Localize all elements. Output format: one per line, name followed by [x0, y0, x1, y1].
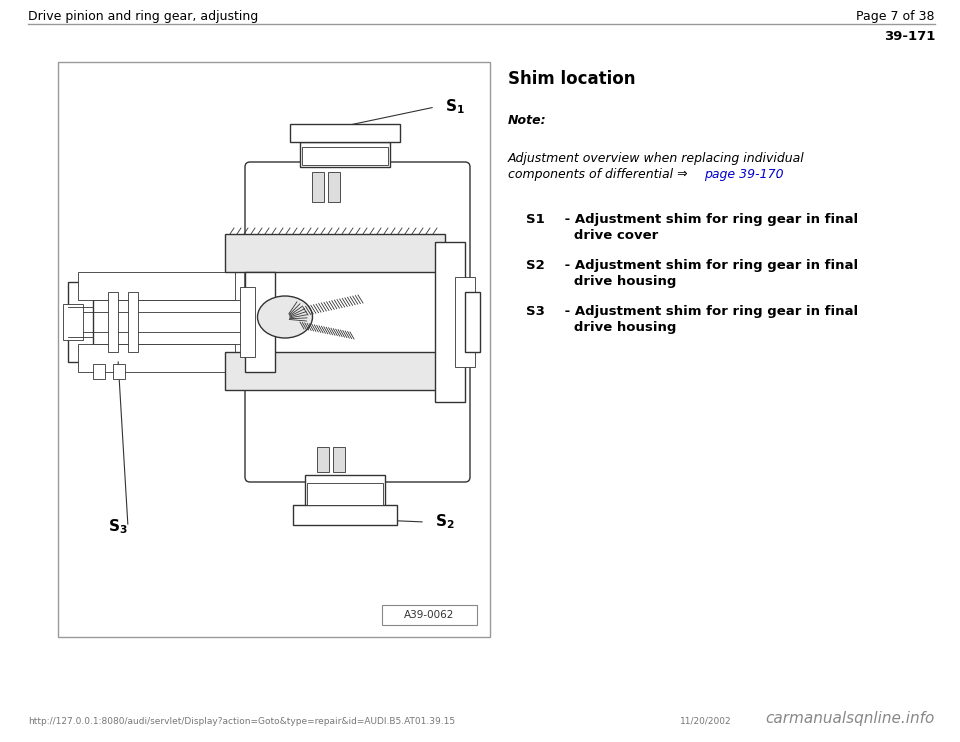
Text: http://127.0.0.1:8080/audi/servlet/Display?action=Goto&type=repair&id=AUDI.B5.AT: http://127.0.0.1:8080/audi/servlet/Displ… — [28, 717, 455, 726]
Text: drive cover: drive cover — [560, 229, 659, 242]
Bar — [465, 292, 480, 352]
Text: components of differential ⇒: components of differential ⇒ — [508, 168, 691, 181]
Bar — [78, 344, 235, 372]
Bar — [245, 272, 275, 372]
Bar — [328, 172, 340, 202]
Text: drive housing: drive housing — [560, 321, 677, 334]
Text: page 39-170: page 39-170 — [704, 168, 783, 181]
Bar — [382, 605, 477, 625]
Bar — [68, 282, 93, 362]
Text: $\mathbf{S_3}$: $\mathbf{S_3}$ — [108, 518, 128, 536]
Text: Shim location: Shim location — [508, 70, 636, 88]
Text: S1: S1 — [526, 213, 544, 226]
Text: 39-171: 39-171 — [883, 30, 935, 43]
Text: Note:: Note: — [508, 114, 546, 127]
Ellipse shape — [257, 296, 313, 338]
Text: 11/20/2002: 11/20/2002 — [680, 717, 732, 726]
Bar — [225, 352, 445, 390]
Bar — [113, 364, 125, 379]
Bar — [300, 142, 390, 167]
Text: carmanualsqnline.info: carmanualsqnline.info — [766, 711, 935, 726]
Bar — [128, 292, 138, 352]
Text: - Adjustment shim for ring gear in final: - Adjustment shim for ring gear in final — [560, 213, 858, 226]
Text: S3: S3 — [526, 305, 545, 318]
Bar — [293, 505, 397, 525]
Bar — [312, 172, 324, 202]
Text: Page 7 of 38: Page 7 of 38 — [856, 10, 935, 23]
Bar — [302, 147, 388, 165]
Bar — [455, 277, 475, 367]
Text: Drive pinion and ring gear, adjusting: Drive pinion and ring gear, adjusting — [28, 10, 258, 23]
Bar — [58, 62, 490, 637]
Bar — [305, 475, 385, 507]
Bar — [307, 483, 383, 505]
Bar — [317, 447, 329, 472]
Text: - Adjustment shim for ring gear in final: - Adjustment shim for ring gear in final — [560, 305, 858, 318]
Text: $\mathbf{S_2}$: $\mathbf{S_2}$ — [435, 513, 455, 531]
Bar — [240, 287, 255, 357]
Bar — [78, 272, 235, 300]
Text: drive housing: drive housing — [560, 275, 677, 288]
Text: A39-0062: A39-0062 — [404, 610, 454, 620]
Bar — [73, 300, 260, 344]
Bar — [225, 234, 445, 272]
Bar — [333, 447, 345, 472]
FancyBboxPatch shape — [245, 162, 470, 482]
Text: $\mathbf{S_1}$: $\mathbf{S_1}$ — [445, 98, 465, 116]
Bar — [93, 364, 105, 379]
Bar — [63, 304, 83, 340]
Bar — [290, 124, 400, 142]
Text: .: . — [772, 168, 780, 181]
Bar — [108, 292, 118, 352]
Text: - Adjustment shim for ring gear in final: - Adjustment shim for ring gear in final — [560, 259, 858, 272]
Text: S2: S2 — [526, 259, 544, 272]
Bar — [435, 242, 465, 402]
Text: Adjustment overview when replacing individual: Adjustment overview when replacing indiv… — [508, 152, 804, 165]
